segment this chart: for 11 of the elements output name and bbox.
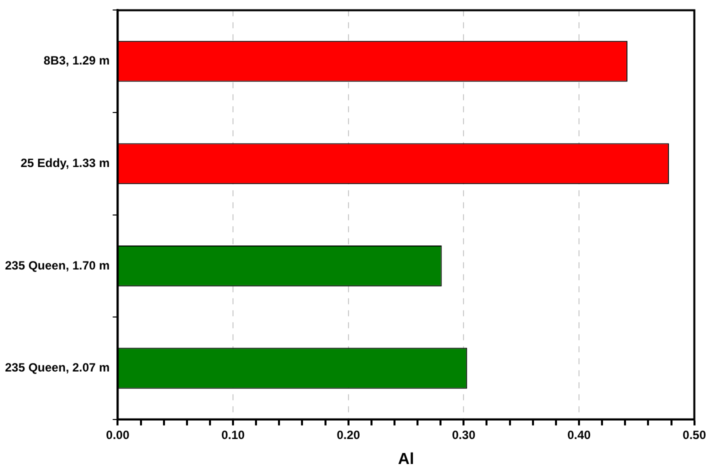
x-tick-label: 0.20 xyxy=(336,428,360,442)
x-axis-title: Al xyxy=(398,450,414,468)
x-tick-label: 0.50 xyxy=(682,428,706,442)
y-tick-label: 8B3, 1.29 m xyxy=(44,54,110,68)
y-tick-label: 25 Eddy, 1.33 m xyxy=(20,156,110,170)
y-tick-label: 235 Queen, 1.70 m xyxy=(4,258,110,272)
y-tick-label: 235 Queen, 2.07 m xyxy=(4,360,110,375)
x-tick-label: 0.00 xyxy=(106,428,130,442)
x-tick-label: 0.40 xyxy=(567,428,592,442)
x-tick-label: 0.10 xyxy=(221,428,246,442)
x-tick-label: 0.30 xyxy=(452,428,476,442)
